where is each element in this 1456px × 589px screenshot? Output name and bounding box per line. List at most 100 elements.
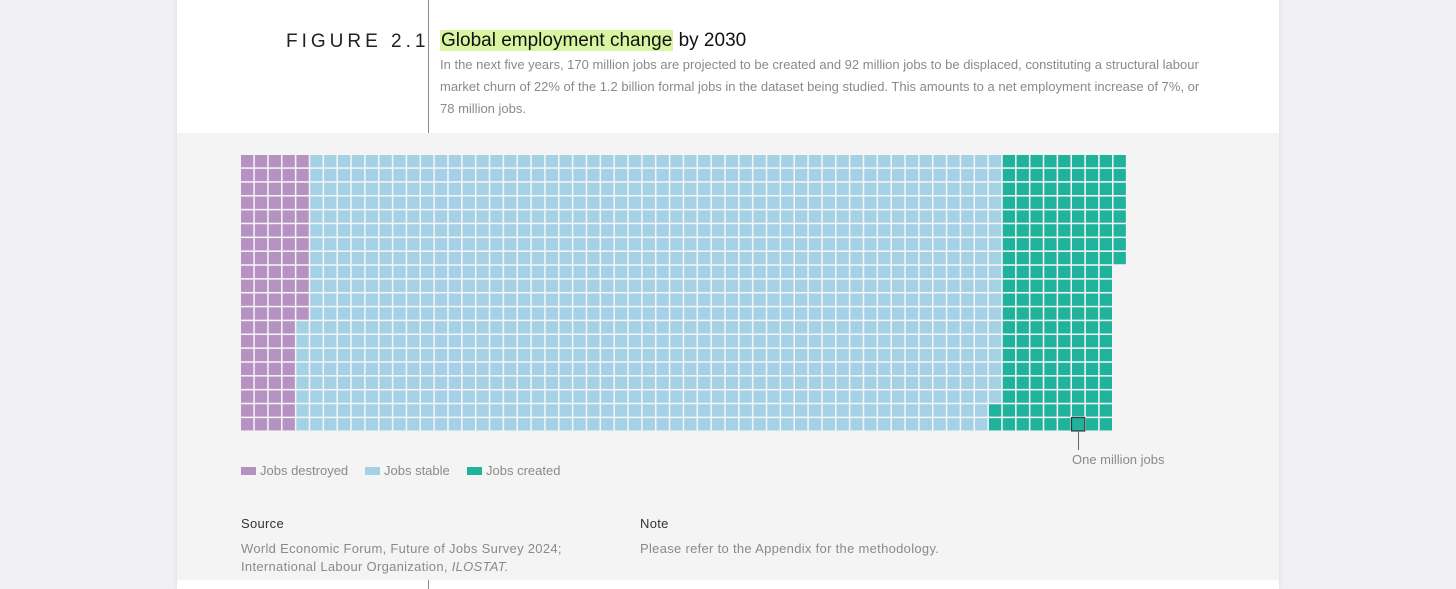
waffle-cell-jobs-stable bbox=[379, 265, 392, 279]
waffle-cell-jobs-stable bbox=[905, 265, 919, 279]
waffle-cell-jobs-stable bbox=[795, 210, 808, 223]
waffle-cell-jobs-stable bbox=[781, 418, 794, 431]
waffle-cell-jobs-stable bbox=[656, 196, 669, 209]
waffle-cell-jobs-stable bbox=[587, 362, 600, 376]
waffle-cell-jobs-stable bbox=[351, 210, 365, 223]
waffle-cell-jobs-stable bbox=[393, 265, 406, 279]
waffle-cell-jobs-stable bbox=[531, 182, 545, 195]
waffle-cell-jobs-stable bbox=[684, 390, 697, 403]
waffle-cell-jobs-stable bbox=[684, 196, 697, 209]
waffle-cell-jobs-stable bbox=[434, 362, 448, 376]
waffle-cell-jobs-stable bbox=[725, 265, 739, 279]
waffle-cell-jobs-stable bbox=[601, 362, 614, 376]
waffle-cell-jobs-stable bbox=[767, 321, 780, 334]
figure-title: Global employment change by 2030 bbox=[440, 30, 746, 52]
waffle-cell-jobs-stable bbox=[822, 321, 835, 334]
waffle-cell-jobs-stable bbox=[393, 279, 406, 292]
waffle-cell-jobs-created bbox=[1085, 293, 1099, 306]
figure-description: In the next five years, 170 million jobs… bbox=[440, 57, 1200, 116]
waffle-cell-jobs-stable bbox=[462, 362, 475, 376]
waffle-cell-jobs-stable bbox=[905, 362, 919, 376]
waffle-cell-jobs-created bbox=[1002, 155, 1016, 168]
waffle-cell-jobs-destroyed bbox=[282, 348, 295, 362]
waffle-cell-jobs-stable bbox=[670, 155, 683, 168]
waffle-cell-jobs-created bbox=[1085, 362, 1099, 376]
waffle-cell-jobs-destroyed bbox=[241, 404, 254, 417]
waffle-cell-jobs-stable bbox=[988, 265, 1002, 279]
legend-swatch-stable bbox=[365, 466, 380, 475]
waffle-cell-jobs-stable bbox=[808, 265, 822, 279]
waffle-cell-jobs-stable bbox=[601, 404, 614, 417]
waffle-cell-jobs-created bbox=[1099, 307, 1112, 320]
waffle-cell-jobs-stable bbox=[698, 348, 711, 362]
waffle-cell-jobs-stable bbox=[642, 279, 655, 292]
waffle-cell-jobs-stable bbox=[725, 196, 739, 209]
waffle-cell-jobs-destroyed bbox=[268, 418, 281, 431]
waffle-cell-jobs-stable bbox=[642, 155, 655, 168]
waffle-cell-jobs-stable bbox=[725, 168, 739, 182]
waffle-cell-jobs-stable bbox=[767, 238, 780, 251]
waffle-cell-jobs-stable bbox=[628, 251, 642, 265]
waffle-cell-jobs-stable bbox=[434, 307, 448, 320]
waffle-cell-jobs-stable bbox=[421, 224, 434, 237]
waffle-cell-jobs-stable bbox=[947, 321, 960, 334]
waffle-cell-jobs-stable bbox=[753, 196, 766, 209]
waffle-cell-jobs-destroyed bbox=[254, 168, 268, 182]
waffle-cell-jobs-stable bbox=[545, 376, 558, 389]
waffle-cell-jobs-stable bbox=[919, 251, 932, 265]
waffle-cell-jobs-created bbox=[1085, 307, 1099, 320]
waffle-cell-jobs-stable bbox=[753, 265, 766, 279]
waffle-cell-jobs-stable bbox=[711, 418, 725, 431]
waffle-cell-jobs-stable bbox=[614, 182, 628, 195]
waffle-cell-jobs-stable bbox=[822, 238, 835, 251]
waffle-cell-jobs-stable bbox=[587, 376, 600, 389]
waffle-cell-jobs-stable bbox=[947, 238, 960, 251]
waffle-cell-jobs-created bbox=[1044, 321, 1057, 334]
waffle-cell-jobs-stable bbox=[933, 362, 946, 376]
waffle-cell-jobs-created bbox=[1044, 182, 1057, 195]
waffle-cell-jobs-stable bbox=[836, 362, 849, 376]
waffle-cell-jobs-stable bbox=[822, 362, 835, 376]
waffle-cell-jobs-stable bbox=[808, 390, 822, 403]
waffle-cell-jobs-stable bbox=[365, 307, 378, 320]
waffle-cell-jobs-stable bbox=[421, 390, 434, 403]
waffle-cell-jobs-stable bbox=[573, 293, 586, 306]
waffle-cell-jobs-created bbox=[1085, 238, 1099, 251]
waffle-cell-jobs-stable bbox=[324, 196, 337, 209]
waffle-cell-jobs-stable bbox=[379, 307, 392, 320]
waffle-cell-jobs-stable bbox=[808, 418, 822, 431]
waffle-cell-jobs-stable bbox=[365, 224, 378, 237]
source-line-2: International Labour Organization, bbox=[241, 559, 452, 574]
waffle-cell-jobs-created bbox=[1072, 404, 1085, 417]
waffle-cell-jobs-stable bbox=[434, 224, 448, 237]
waffle-cell-jobs-stable bbox=[628, 224, 642, 237]
waffle-cell-jobs-stable bbox=[531, 404, 545, 417]
waffle-cell-jobs-stable bbox=[642, 390, 655, 403]
waffle-cell-jobs-stable bbox=[462, 265, 475, 279]
waffle-cell-jobs-created bbox=[1044, 390, 1057, 403]
waffle-cell-jobs-stable bbox=[351, 279, 365, 292]
waffle-cell-jobs-stable bbox=[808, 279, 822, 292]
waffle-cell-jobs-stable bbox=[587, 224, 600, 237]
waffle-cell-jobs-stable bbox=[587, 390, 600, 403]
waffle-cell-jobs-created bbox=[1016, 390, 1029, 403]
waffle-cell-jobs-stable bbox=[504, 155, 517, 168]
waffle-cell-jobs-stable bbox=[878, 418, 891, 431]
waffle-cell-jobs-stable bbox=[891, 362, 905, 376]
waffle-cell-jobs-stable bbox=[947, 418, 960, 431]
waffle-cell-jobs-stable bbox=[753, 376, 766, 389]
waffle-cell-jobs-created bbox=[1044, 404, 1057, 417]
waffle-cell-jobs-stable bbox=[421, 307, 434, 320]
waffle-cell-jobs-stable bbox=[324, 210, 337, 223]
waffle-cell-jobs-created bbox=[1002, 348, 1016, 362]
waffle-cell-jobs-stable bbox=[795, 168, 808, 182]
waffle-cell-jobs-created bbox=[1016, 376, 1029, 389]
waffle-cell-jobs-stable bbox=[393, 307, 406, 320]
waffle-cell-jobs-stable bbox=[836, 168, 849, 182]
waffle-cell-jobs-destroyed bbox=[268, 168, 281, 182]
waffle-cell-jobs-stable bbox=[711, 390, 725, 403]
waffle-cell-jobs-stable bbox=[808, 196, 822, 209]
waffle-cell-jobs-stable bbox=[531, 251, 545, 265]
waffle-cell-jobs-stable bbox=[975, 196, 988, 209]
waffle-cell-jobs-created bbox=[1072, 182, 1085, 195]
